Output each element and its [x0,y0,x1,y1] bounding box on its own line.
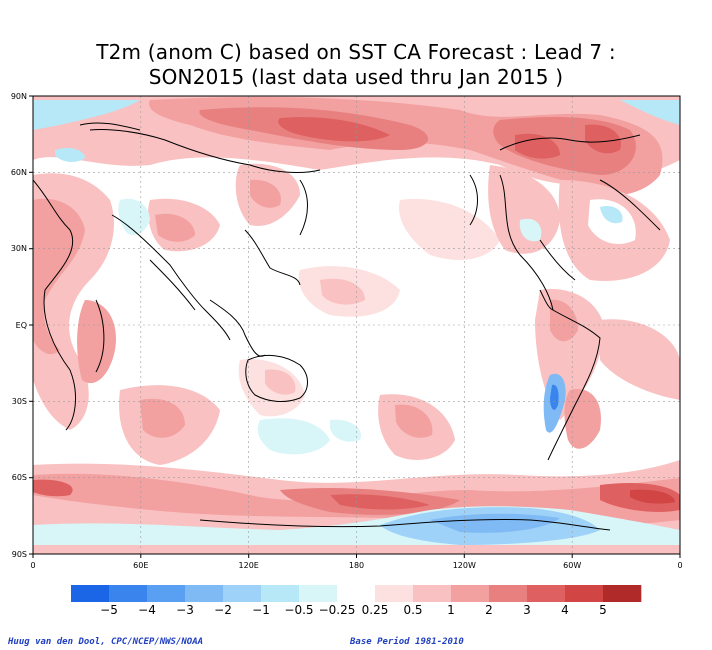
colorbar-label: −3 [176,603,194,617]
lat-label-60s: 60S [12,473,27,482]
colorbar-label: −2 [214,603,232,617]
colorbar-swatch [413,585,452,602]
lon-label-120w: 120W [453,561,476,570]
colorbar-label: 4 [561,603,569,617]
colorbar-label: −0.25 [318,603,356,617]
colorbar-label: −1 [252,603,270,617]
colorbar-swatch [375,585,414,602]
credit-text: Huug van den Dool, CPC/NCEP/NWS/NOAA [8,637,204,647]
colorbar-swatch [451,585,490,602]
colorbar-swatch [489,585,528,602]
colorbar-swatch [223,585,262,602]
colorbar-swatch [527,585,566,602]
colorbar-label: 0.25 [361,603,389,617]
lat-label-60n: 60N [11,168,27,177]
colorbar-swatch [71,585,110,602]
lon-label-60e: 60E [133,561,148,570]
colorbar-label: 2 [485,603,493,617]
colorbar-swatch [147,585,186,602]
lon-label-180: 180 [349,561,364,570]
colorbar [71,585,642,602]
lat-label-90n: 90N [11,92,27,101]
colorbar-label: 1 [447,603,455,617]
lon-label-0-right: 0 [677,561,682,570]
colorbar-swatch [109,585,148,602]
colorbar-swatch [261,585,300,602]
coastlines [33,122,661,531]
colorbar-swatch [565,585,604,602]
colorbar-swatch [603,585,642,602]
colorbar-label: 5 [599,603,607,617]
colorbar-label: 3 [523,603,531,617]
lon-label-60w: 60W [563,561,581,570]
colorbar-label: −5 [100,603,118,617]
map-title-line1: T2m (anom C) based on SST CA Forecast : … [96,40,616,64]
anomaly-field [33,96,680,554]
axis-ticks [29,95,681,558]
lat-label-90s: 90S [12,550,27,559]
base-period-text: Base Period 1981-2010 [350,637,464,647]
colorbar-label: 0.5 [403,603,423,617]
colorbar-swatch [337,585,376,602]
lat-label-30n: 30N [11,244,27,253]
graticule [33,96,680,554]
colorbar-swatch [299,585,338,602]
colorbar-label: −0.5 [284,603,314,617]
lat-label-eq: EQ [16,321,27,330]
lon-label-0-left: 0 [30,561,35,570]
lat-label-30s: 30S [12,397,27,406]
lon-label-120e: 120E [239,561,259,570]
colorbar-label: −4 [138,603,156,617]
colorbar-swatch [185,585,224,602]
map-title-line2: SON2015 (last data used thru Jan 2015 ) [148,65,564,89]
